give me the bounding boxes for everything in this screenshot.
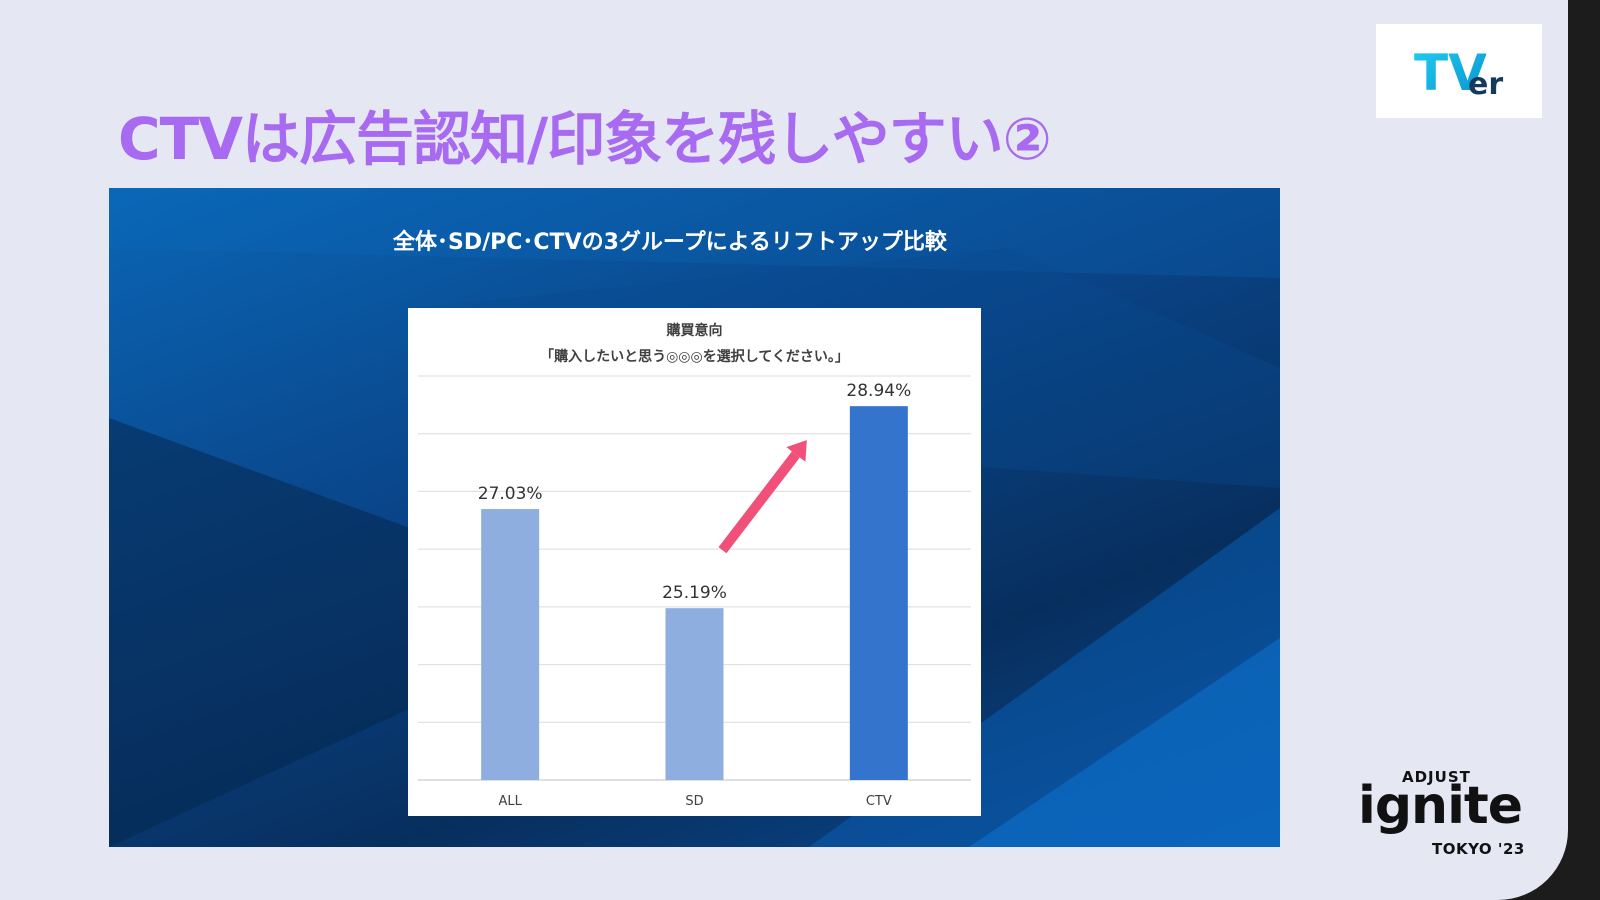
tver-logo-sub: er	[1468, 67, 1503, 102]
x-tick-label-all: ALL	[498, 794, 522, 809]
chart-subtitle: 「購入したいと思う◎◎◎を選択してください。」	[540, 349, 849, 365]
x-tick-label-ctv: CTV	[866, 794, 892, 809]
data-label-all: 27.03%	[478, 484, 543, 504]
x-tick-label-sd: SD	[685, 794, 703, 809]
trend-arrow-head	[786, 440, 807, 462]
ignite-logo-bottom: TOKYO '23	[1432, 840, 1525, 858]
bar-sd	[665, 608, 724, 780]
chart-card: 購買意向 「購入したいと思う◎◎◎を選択してください。」 27.03% ALL 25…	[408, 308, 981, 816]
adjust-ignite-logo: ADJUST ignite TOKYO '23	[1358, 768, 1530, 868]
bar-all	[481, 509, 540, 780]
bar-ctv	[849, 406, 908, 780]
chart-panel: 全体･SD/PC･CTVの3グループによるリフトアップ比較 購買意向 「購入した…	[109, 188, 1280, 847]
data-label-sd: 25.19%	[662, 583, 727, 603]
panel-heading: 全体･SD/PC･CTVの3グループによるリフトアップ比較	[393, 230, 947, 255]
ignite-logo-main: ignite	[1358, 776, 1523, 836]
ignite-logo-top: ADJUST	[1402, 768, 1471, 786]
tver-logo-main: TV	[1414, 44, 1487, 102]
chart-title: 購買意向	[666, 323, 723, 339]
trend-arrow	[718, 440, 807, 554]
data-label-ctv: 28.94%	[846, 381, 911, 401]
tver-logo: TV er	[1376, 24, 1542, 118]
trend-arrow-shaft	[718, 451, 800, 554]
slide-title: CTVは広告認知/印象を残しやすい②	[118, 105, 1052, 173]
bar-chart: 27.03% ALL 25.19% SD 28.94% CTV	[418, 375, 971, 809]
